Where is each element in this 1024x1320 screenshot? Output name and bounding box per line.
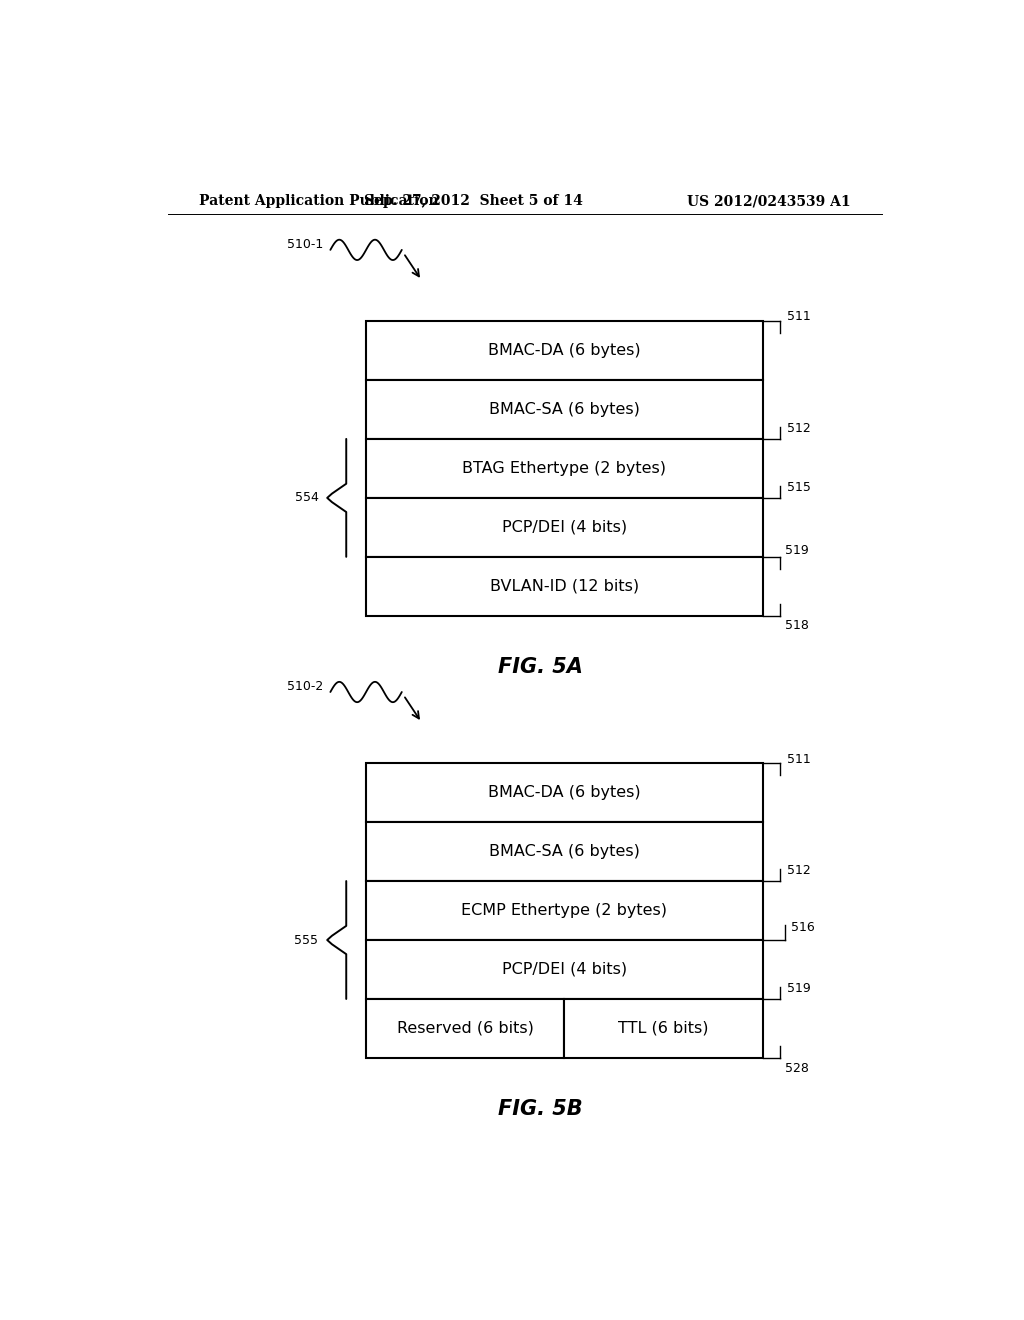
Text: 512: 512	[786, 865, 810, 878]
Text: BMAC-SA (6 bytes): BMAC-SA (6 bytes)	[489, 843, 640, 859]
Text: 510-1: 510-1	[287, 239, 323, 251]
Text: 554: 554	[295, 491, 318, 504]
Bar	[367, 940, 763, 999]
Text: BMAC-SA (6 bytes): BMAC-SA (6 bytes)	[489, 403, 640, 417]
Bar	[367, 440, 763, 498]
Text: FIG. 5A: FIG. 5A	[499, 656, 583, 677]
Text: Reserved (6 bits): Reserved (6 bits)	[397, 1020, 534, 1036]
Text: FIG. 5B: FIG. 5B	[499, 1098, 583, 1119]
Text: BTAG Ethertype (2 bytes): BTAG Ethertype (2 bytes)	[463, 461, 667, 477]
Text: US 2012/0243539 A1: US 2012/0243539 A1	[686, 194, 850, 209]
Bar	[367, 763, 763, 822]
Bar	[367, 822, 763, 880]
Bar	[367, 380, 763, 440]
Bar	[367, 999, 564, 1057]
Text: 555: 555	[295, 933, 318, 946]
Bar	[367, 557, 763, 616]
Text: TTL (6 bits): TTL (6 bits)	[618, 1020, 709, 1036]
Text: PCP/DEI (4 bits): PCP/DEI (4 bits)	[502, 962, 627, 977]
Text: 511: 511	[786, 752, 810, 766]
Text: 519: 519	[785, 544, 809, 557]
Bar	[367, 321, 763, 380]
Text: ECMP Ethertype (2 bytes): ECMP Ethertype (2 bytes)	[462, 903, 668, 917]
Text: BMAC-DA (6 bytes): BMAC-DA (6 bytes)	[488, 785, 641, 800]
Bar	[367, 880, 763, 940]
Text: 512: 512	[786, 422, 810, 436]
Text: 511: 511	[786, 310, 810, 323]
Text: Patent Application Publication: Patent Application Publication	[200, 194, 439, 209]
Text: 519: 519	[786, 982, 810, 995]
Text: 515: 515	[786, 482, 811, 494]
Bar	[367, 498, 763, 557]
Text: BVLAN-ID (12 bits): BVLAN-ID (12 bits)	[489, 578, 639, 594]
Text: 528: 528	[785, 1061, 809, 1074]
Text: Sep. 27, 2012  Sheet 5 of 14: Sep. 27, 2012 Sheet 5 of 14	[364, 194, 583, 209]
Text: BMAC-DA (6 bytes): BMAC-DA (6 bytes)	[488, 343, 641, 358]
Text: PCP/DEI (4 bits): PCP/DEI (4 bits)	[502, 520, 627, 535]
Bar	[564, 999, 763, 1057]
Text: 510-2: 510-2	[287, 680, 323, 693]
Text: 516: 516	[792, 921, 815, 935]
Text: 518: 518	[785, 619, 809, 632]
